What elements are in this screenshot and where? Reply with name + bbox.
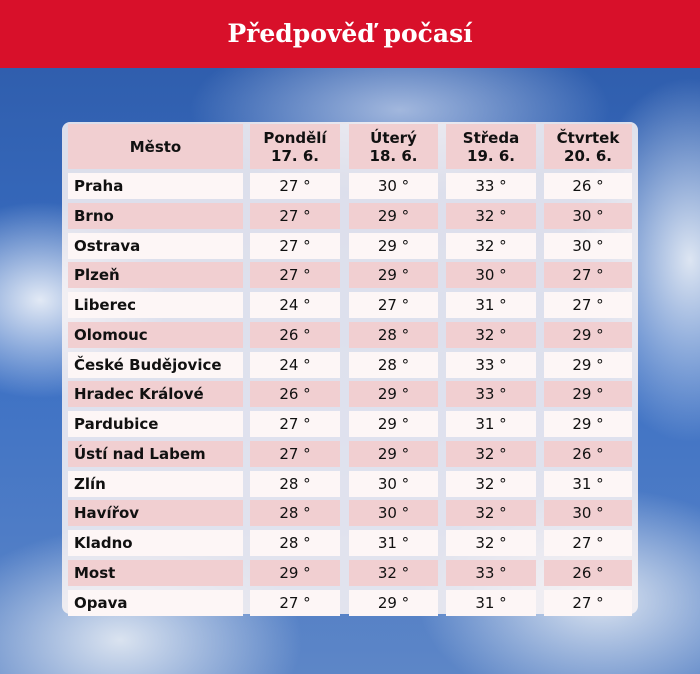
temperature-cell: 26 °	[250, 321, 340, 348]
column-header-date: 17. 6.	[271, 146, 319, 165]
temperature-cell: 26 °	[250, 381, 340, 408]
temperature-cell: 27 °	[250, 411, 340, 437]
temperature-cell: 29 °	[349, 202, 438, 229]
temperature-cell: 24 °	[250, 292, 340, 318]
temperature-cell: 26 °	[544, 440, 632, 467]
temperature-cell: 29 °	[544, 381, 632, 408]
temperature-cell: 28 °	[250, 500, 340, 527]
column-header: Úterý 18. 6.	[349, 124, 438, 169]
column-header-date: 19. 6.	[467, 146, 515, 165]
temperature-cell: 28 °	[349, 321, 438, 348]
temperature-cell: 32 °	[446, 321, 536, 348]
temperature-cell: 27 °	[544, 530, 632, 556]
temperature-cell: 30 °	[544, 500, 632, 527]
temperature-cell: 32 °	[446, 470, 536, 497]
temperature-cell: 30 °	[349, 470, 438, 497]
temperature-cell: 30 °	[349, 500, 438, 527]
column-header: Pondělí 17. 6.	[250, 124, 340, 169]
temperature-cell: 30 °	[544, 232, 632, 259]
temperature-cell: 29 °	[544, 351, 632, 378]
city-cell: Plzeň	[68, 262, 243, 289]
temperature-cell: 33 °	[446, 381, 536, 408]
temperature-cell: 30 °	[544, 202, 632, 229]
city-cell: Hradec Králové	[68, 381, 243, 408]
city-cell: Brno	[68, 202, 243, 229]
temperature-cell: 29 °	[349, 381, 438, 408]
temperature-cell: 32 °	[349, 559, 438, 586]
column-header: Čtvrtek 20. 6.	[544, 124, 632, 169]
city-cell: Liberec	[68, 292, 243, 318]
temperature-cell: 27 °	[544, 292, 632, 318]
column-header-date: 18. 6.	[369, 146, 418, 165]
temperature-cell: 29 °	[349, 262, 438, 289]
temperature-cell: 31 °	[349, 530, 438, 556]
temperature-cell: 32 °	[446, 500, 536, 527]
temperature-cell: 29 °	[349, 589, 438, 616]
temperature-cell: 27 °	[250, 589, 340, 616]
temperature-cell: 31 °	[544, 470, 632, 497]
temperature-cell: 27 °	[250, 232, 340, 259]
temperature-cell: 27 °	[250, 262, 340, 289]
city-cell: Ústí nad Labem	[68, 440, 243, 467]
temperature-cell: 32 °	[446, 440, 536, 467]
temperature-cell: 28 °	[250, 530, 340, 556]
city-cell: Opava	[68, 589, 243, 616]
temperature-cell: 24 °	[250, 351, 340, 378]
temperature-cell: 29 °	[544, 321, 632, 348]
temperature-cell: 27 °	[544, 589, 632, 616]
temperature-cell: 32 °	[446, 232, 536, 259]
temperature-cell: 26 °	[544, 173, 632, 199]
temperature-cell: 28 °	[349, 351, 438, 378]
temperature-cell: 33 °	[446, 559, 536, 586]
temperature-cell: 29 °	[349, 440, 438, 467]
temperature-cell: 31 °	[446, 411, 536, 437]
city-cell: Havířov	[68, 500, 243, 527]
header-bar	[0, 0, 700, 68]
column-header-day: Čtvrtek	[556, 128, 620, 147]
temperature-cell: 27 °	[250, 202, 340, 229]
temperature-cell: 27 °	[349, 292, 438, 318]
temperature-cell: 33 °	[446, 173, 536, 199]
city-cell: Pardubice	[68, 411, 243, 437]
title: Předpověď počasí	[227, 19, 473, 48]
temperature-cell: 32 °	[446, 530, 536, 556]
city-cell: Most	[68, 559, 243, 586]
column-header-day: Pondělí	[263, 128, 327, 147]
temperature-cell: 27 °	[544, 262, 632, 289]
column-header: Město	[68, 124, 243, 169]
city-cell: Praha	[68, 173, 243, 199]
city-cell: Kladno	[68, 530, 243, 556]
temperature-cell: 29 °	[349, 232, 438, 259]
temperature-cell: 33 °	[446, 351, 536, 378]
temperature-cell: 31 °	[446, 292, 536, 318]
temperature-cell: 29 °	[250, 559, 340, 586]
temperature-cell: 30 °	[446, 262, 536, 289]
temperature-cell: 27 °	[250, 440, 340, 467]
temperature-cell: 32 °	[446, 202, 536, 229]
city-cell: České Budějovice	[68, 351, 243, 378]
temperature-cell: 27 °	[250, 173, 340, 199]
city-cell: Olomouc	[68, 321, 243, 348]
column-header-day: Středa	[462, 128, 520, 147]
temperature-cell: 29 °	[349, 411, 438, 437]
column-header-day: Úterý	[370, 128, 417, 147]
temperature-cell: 31 °	[446, 589, 536, 616]
column-header: Středa 19. 6.	[446, 124, 536, 169]
temperature-cell: 28 °	[250, 470, 340, 497]
city-cell: Zlín	[68, 470, 243, 497]
temperature-cell: 30 °	[349, 173, 438, 199]
temperature-cell: 26 °	[544, 559, 632, 586]
column-header-date: 20. 6.	[564, 146, 612, 165]
city-cell: Ostrava	[68, 232, 243, 259]
temperature-cell: 29 °	[544, 411, 632, 437]
